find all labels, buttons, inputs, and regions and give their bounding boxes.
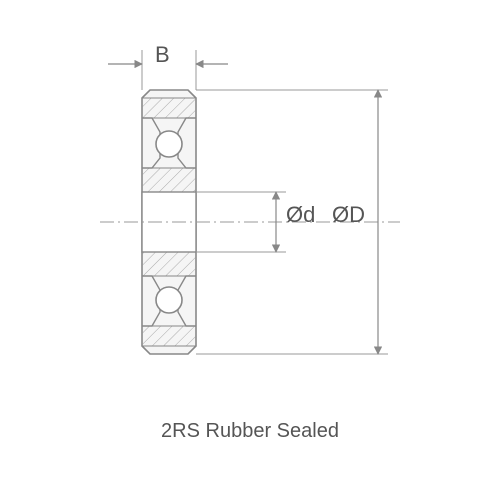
label-B: B	[155, 42, 170, 68]
hatch-bot-inner	[142, 252, 196, 276]
ball-bot	[156, 287, 182, 313]
diagram-caption: 2RS Rubber Sealed	[0, 420, 500, 443]
bearing-diagram: B Ød ØD 2RS Rubber Sealed	[0, 0, 500, 500]
ball-top	[156, 131, 182, 157]
label-D: ØD	[332, 202, 365, 228]
hatch-top-inner	[142, 168, 196, 192]
hatch-bot-outer	[142, 326, 196, 346]
hatch-top-outer	[142, 98, 196, 118]
label-d: Ød	[286, 202, 315, 228]
